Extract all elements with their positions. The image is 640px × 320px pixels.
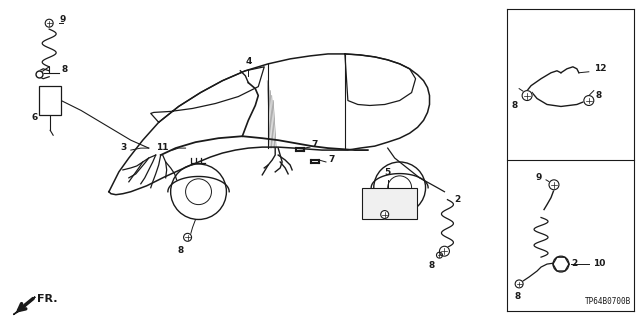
Circle shape bbox=[553, 256, 569, 272]
Text: 12: 12 bbox=[594, 64, 606, 73]
Circle shape bbox=[184, 233, 191, 241]
Circle shape bbox=[381, 211, 388, 219]
Text: FR.: FR. bbox=[37, 294, 58, 304]
Text: 11: 11 bbox=[156, 143, 169, 152]
Text: 8: 8 bbox=[61, 65, 67, 74]
Text: 7: 7 bbox=[311, 140, 317, 148]
Text: 8: 8 bbox=[177, 246, 184, 255]
Circle shape bbox=[440, 246, 449, 256]
Text: 9: 9 bbox=[536, 173, 542, 182]
Circle shape bbox=[515, 280, 523, 288]
Text: 8: 8 bbox=[514, 292, 520, 301]
Text: 8: 8 bbox=[511, 100, 517, 109]
Text: 8: 8 bbox=[596, 91, 602, 100]
Text: 7: 7 bbox=[328, 155, 334, 164]
Circle shape bbox=[522, 91, 532, 100]
Polygon shape bbox=[13, 297, 35, 315]
Circle shape bbox=[436, 252, 442, 258]
Text: 9: 9 bbox=[59, 15, 65, 24]
Text: TP64B0700B: TP64B0700B bbox=[584, 297, 630, 306]
Circle shape bbox=[584, 96, 594, 106]
Text: 8: 8 bbox=[428, 261, 435, 270]
Bar bbox=[39, 86, 61, 116]
Bar bbox=[362, 188, 417, 220]
Text: 2: 2 bbox=[454, 195, 461, 204]
Text: 10: 10 bbox=[593, 259, 605, 268]
Text: 9: 9 bbox=[395, 203, 401, 212]
Text: 5: 5 bbox=[385, 168, 391, 177]
Circle shape bbox=[549, 180, 559, 190]
Text: 2: 2 bbox=[571, 259, 577, 268]
Text: 3: 3 bbox=[120, 143, 127, 152]
Text: 4: 4 bbox=[245, 57, 252, 66]
Circle shape bbox=[45, 19, 53, 27]
Text: 6: 6 bbox=[31, 113, 37, 123]
